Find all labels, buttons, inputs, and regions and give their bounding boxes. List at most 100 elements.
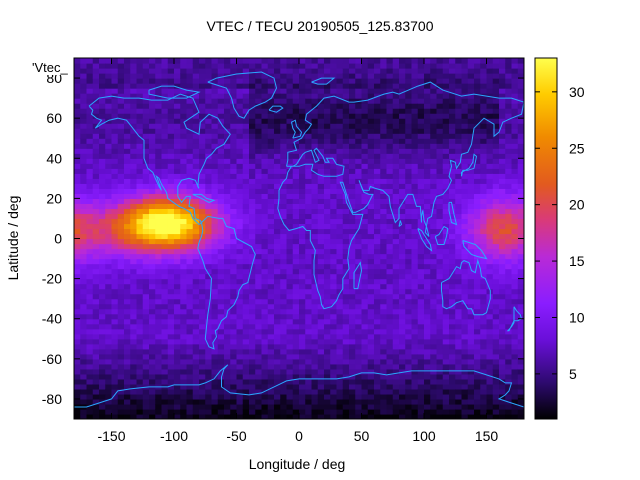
heatmap-cell [167,153,175,159]
heatmap-cell [255,83,263,89]
heatmap-cell [174,353,181,360]
heatmap-cell [361,318,369,325]
heatmap-cell [361,128,369,134]
heatmap-cell [149,163,156,169]
heatmap-cell [405,193,413,199]
heatmap-cell [155,58,163,64]
heatmap-cell [180,358,188,365]
heatmap-cell [149,243,156,250]
heatmap-cell [374,143,381,149]
heatmap-cell [317,253,325,260]
heatmap-cell [411,148,419,154]
heatmap-cell [430,253,438,260]
heatmap-cell [305,253,313,260]
heatmap-cell [242,358,250,365]
heatmap-cell [324,233,331,240]
heatmap-cell [242,148,250,154]
heatmap-cell [324,343,331,350]
heatmap-cell [180,173,188,179]
heatmap-cell [324,258,331,265]
heatmap-cell [242,93,250,99]
heatmap-cell [217,153,225,159]
heatmap-cell [311,413,319,419]
heatmap-cell [486,73,494,79]
heatmap-cell [149,368,156,375]
heatmap-cell [349,258,356,265]
heatmap-cell [274,73,281,79]
heatmap-cell [224,238,231,245]
heatmap-cell [392,128,400,134]
heatmap-cell [111,198,119,204]
heatmap-cell [330,188,338,194]
heatmap-cell [311,198,319,204]
heatmap-cell [411,278,419,285]
heatmap-cell [286,278,294,285]
heatmap-cell [342,318,350,325]
heatmap-cell [261,63,269,69]
heatmap-cell [430,298,438,305]
heatmap-cell [186,178,194,184]
heatmap-cell [436,413,444,419]
heatmap-cell [467,68,475,74]
heatmap-cell [492,218,500,225]
heatmap-cell [386,288,394,295]
heatmap-cell [230,313,238,320]
heatmap-cell [411,183,419,189]
heatmap-cell [155,323,163,330]
heatmap-cell [467,238,475,245]
heatmap-cell [305,83,313,89]
heatmap-cell [236,353,244,360]
heatmap-cell [249,213,256,220]
heatmap-cell [142,353,150,360]
heatmap-cell [505,353,513,360]
heatmap-cell [492,73,500,79]
heatmap-cell [80,83,88,89]
heatmap-cell [192,278,200,285]
heatmap-cell [161,113,169,119]
heatmap-cell [411,308,419,315]
heatmap-cell [424,353,431,360]
heatmap-cell [474,378,481,385]
heatmap-cell [286,273,294,280]
heatmap-cell [480,208,488,215]
heatmap-cell [442,183,450,189]
heatmap-cell [417,148,425,154]
heatmap-cell [305,358,313,365]
heatmap-cell [342,123,350,129]
heatmap-cell [392,318,400,325]
heatmap-cell [167,173,175,179]
heatmap-cell [130,378,138,385]
heatmap-cell [167,108,175,114]
heatmap-cell [136,123,144,129]
heatmap-cell [342,368,350,375]
heatmap-cell [255,413,263,419]
heatmap-cell [92,243,100,250]
heatmap-cell [230,248,238,255]
heatmap-cell [311,223,319,230]
heatmap-cell [117,268,125,275]
heatmap-cell [386,103,394,109]
heatmap-cell [161,273,169,280]
heatmap-cell [149,178,156,184]
heatmap-cell [199,268,206,275]
heatmap-cell [380,263,388,270]
heatmap-cell [261,188,269,194]
heatmap-cell [486,108,494,114]
heatmap-cell [486,278,494,285]
heatmap-cell [80,363,88,370]
heatmap-cell [442,78,450,84]
heatmap-cell [292,298,300,305]
heatmap-cell [205,148,213,154]
heatmap-cell [142,153,150,159]
heatmap-cell [467,148,475,154]
heatmap-cell [180,283,188,290]
heatmap-cell [130,393,138,400]
heatmap-cell [217,78,225,84]
heatmap-cell [380,393,388,400]
heatmap-cell [492,303,500,310]
heatmap-cell [74,98,81,104]
heatmap-cell [330,258,338,265]
heatmap-cell [99,68,106,74]
heatmap-cell [374,293,381,300]
heatmap-cell [142,233,150,240]
